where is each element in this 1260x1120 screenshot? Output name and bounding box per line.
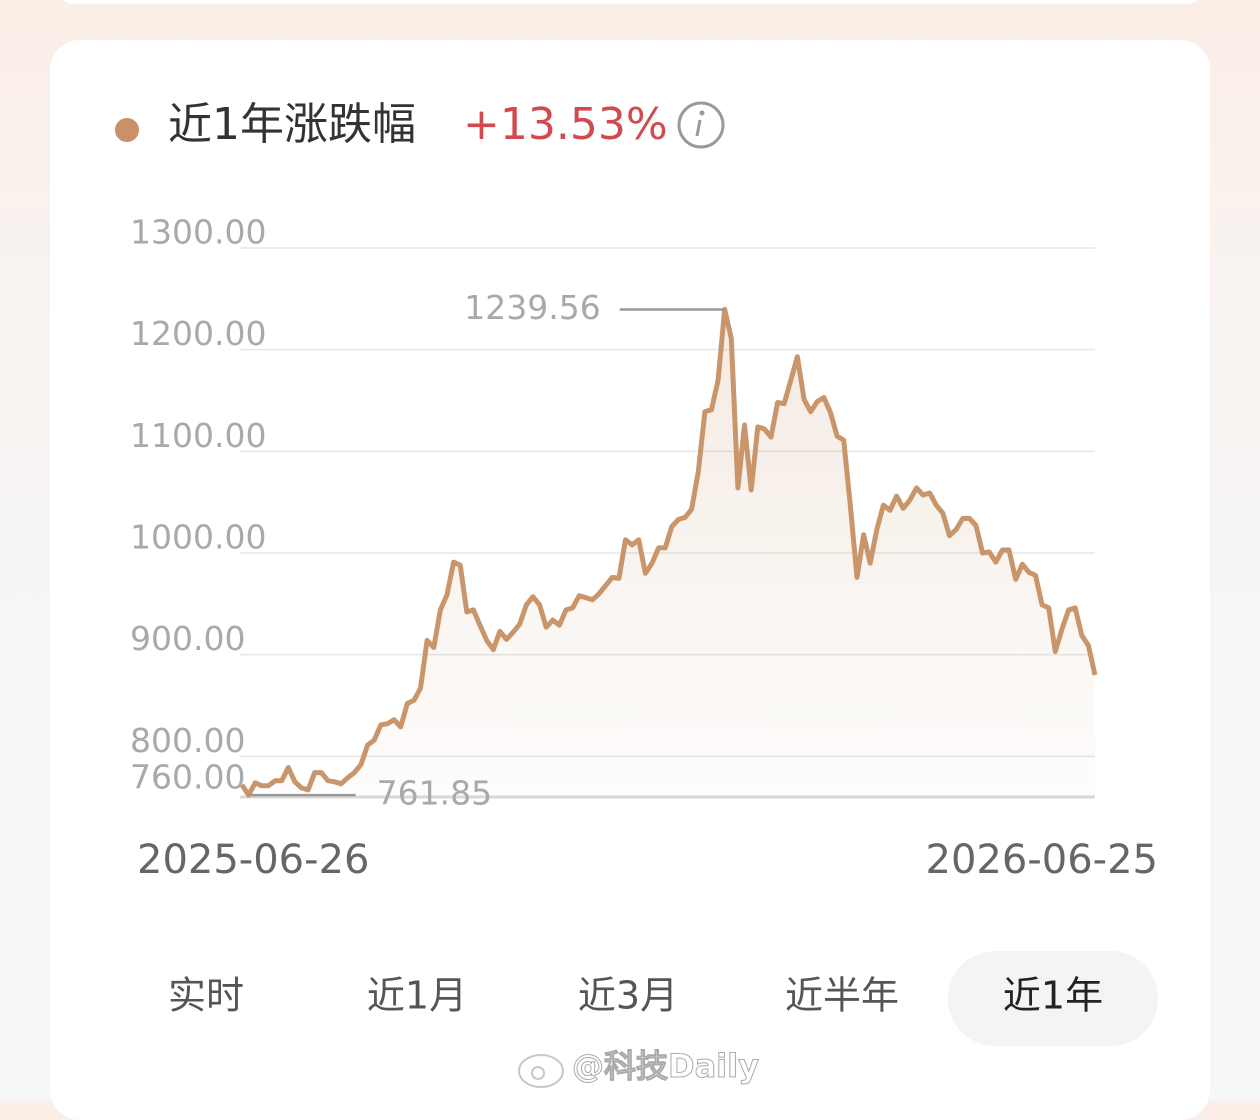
top-card bbox=[60, 0, 1200, 4]
tab[interactable]: 近1月 bbox=[367, 974, 467, 1018]
watermark: @科技Daily bbox=[572, 1047, 759, 1085]
tab[interactable]: 实时 bbox=[168, 974, 244, 1018]
x-tick-label: 2025-06-26 bbox=[137, 837, 369, 883]
low-label: 761.85 bbox=[377, 774, 492, 813]
title: 近1年涨跌幅 bbox=[168, 99, 416, 150]
tab[interactable]: 近3月 bbox=[578, 974, 678, 1018]
y-tick-label: 1100.00 bbox=[130, 416, 266, 455]
y-tick-label: 1200.00 bbox=[130, 314, 266, 353]
area bbox=[242, 309, 1095, 797]
active-tab-bg bbox=[948, 951, 1158, 1046]
y-tick-label: 760.00 bbox=[130, 758, 245, 797]
y-tick-label: 800.00 bbox=[130, 721, 245, 760]
price-line bbox=[239, 306, 1098, 798]
y-tick-label: 1000.00 bbox=[130, 518, 266, 557]
watermark-icon bbox=[518, 1054, 564, 1088]
change: +13.53% bbox=[463, 99, 668, 150]
title-dot bbox=[115, 118, 139, 142]
y-tick-label: 1300.00 bbox=[130, 213, 266, 252]
tab[interactable]: 近1年 bbox=[1003, 974, 1103, 1018]
y-tick-label: 900.00 bbox=[130, 619, 245, 658]
high-label: 1239.56 bbox=[464, 288, 600, 327]
tab[interactable]: 近半年 bbox=[785, 974, 899, 1018]
info-icon[interactable] bbox=[677, 101, 725, 149]
x-tick-label: 2026-06-25 bbox=[926, 837, 1158, 883]
